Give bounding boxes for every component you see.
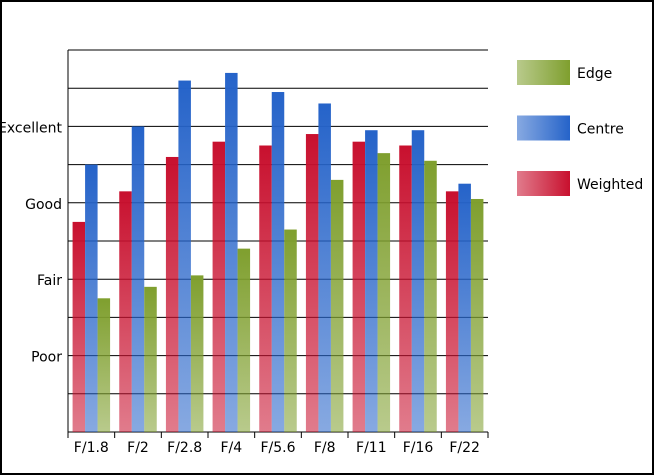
x-tick-label: F/11 <box>356 440 387 456</box>
bar <box>178 80 191 432</box>
legend-swatch <box>517 60 570 85</box>
bar <box>271 92 285 433</box>
bar <box>225 72 238 433</box>
bar <box>352 141 366 432</box>
bar <box>212 141 226 432</box>
bar <box>411 130 425 432</box>
bar <box>365 130 378 432</box>
bar <box>458 183 471 432</box>
x-tick-label: F/2 <box>127 440 149 456</box>
y-tick-label: Poor <box>31 350 62 366</box>
bar <box>284 229 297 432</box>
y-tick-label: Excellent <box>0 120 63 136</box>
bar <box>470 198 484 432</box>
legend-label: Edge <box>577 66 612 82</box>
legend-label: Centre <box>577 122 624 138</box>
bar <box>165 156 179 432</box>
bar <box>424 160 437 432</box>
legend-label: Weighted <box>577 177 643 193</box>
bar <box>97 298 111 432</box>
bar <box>305 134 319 433</box>
bar <box>377 153 391 432</box>
x-tick-label: F/8 <box>314 440 336 456</box>
bar <box>445 191 459 432</box>
bar <box>318 103 331 432</box>
x-tick-label: F/1.8 <box>74 440 109 456</box>
y-tick-label: Fair <box>37 273 62 289</box>
x-tick-label: F/2.8 <box>167 440 202 456</box>
x-tick-label: F/16 <box>403 440 434 456</box>
bar <box>72 221 86 432</box>
bar <box>131 126 145 433</box>
legend-swatch <box>517 171 570 196</box>
bar <box>190 275 204 432</box>
bar <box>119 191 132 432</box>
y-tick-label: Good <box>25 197 62 213</box>
x-tick-label: F/22 <box>449 440 480 456</box>
bar <box>85 164 98 432</box>
bar <box>144 286 157 432</box>
bar <box>399 145 412 432</box>
bar <box>237 248 251 432</box>
bar <box>330 179 344 432</box>
bar <box>259 145 272 432</box>
x-tick-label: F/4 <box>220 440 242 456</box>
x-tick-label: F/5.6 <box>260 440 295 456</box>
legend-swatch <box>517 115 570 141</box>
